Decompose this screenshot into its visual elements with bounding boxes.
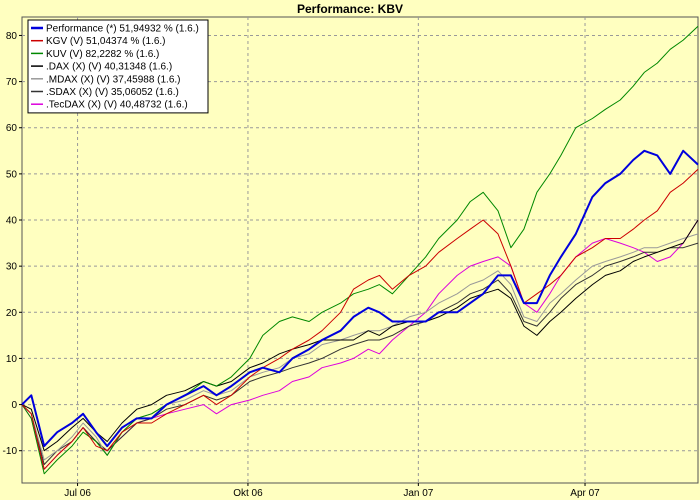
y-axis-ticks: -10 0 10 20 30 40 50 60 70 80	[3, 31, 22, 457]
legend-entry: Performance (*) 51,94932 % (1.6.)	[46, 24, 199, 35]
legend-entry: .MDAX (X) (V) 37,45988 (1.6.)	[46, 74, 181, 85]
y-tick-label: 30	[6, 262, 18, 273]
chart-title: Performance: KBV	[296, 2, 404, 16]
x-axis-ticks: Jul 06 Okt 06 Jan 07 Apr 07	[64, 483, 600, 499]
y-tick-label: 50	[6, 169, 18, 180]
legend-entry: .TecDAX (X) (V) 40,48732 (1.6.)	[46, 100, 188, 111]
series-line-0	[21, 149, 699, 448]
y-tick-label: 70	[6, 77, 18, 88]
series-line-5	[21, 242, 699, 465]
x-tick-label: Apr 07	[570, 488, 600, 499]
series-lines	[21, 25, 699, 475]
y-tick-label: 40	[6, 216, 18, 227]
y-tick-label: 0	[11, 400, 17, 411]
x-tick-label: Jan 07	[403, 488, 433, 499]
series-line-3	[21, 219, 699, 452]
y-tick-label: 20	[6, 308, 18, 319]
legend-entry: KGV (V) 51,04374 % (1.6.)	[46, 36, 166, 47]
y-tick-label: 10	[6, 354, 18, 365]
y-tick-label: 80	[6, 31, 18, 42]
legend: Performance (*) 51,94932 % (1.6.)KGV (V)…	[27, 19, 209, 114]
series-line-1	[21, 168, 699, 470]
legend-entry: .DAX (X) (V) 40,31348 (1.6.)	[46, 62, 172, 73]
legend-box	[27, 19, 209, 114]
y-tick-label: -10	[3, 446, 18, 457]
legend-entry: .SDAX (X) (V) 35,06052 (1.6.)	[46, 87, 179, 98]
legend-entry: KUV (V) 82,2282 % (1.6.)	[46, 49, 159, 60]
x-tick-label: Jul 06	[64, 488, 91, 499]
y-tick-label: 60	[6, 123, 18, 134]
x-tick-label: Okt 06	[233, 488, 263, 499]
